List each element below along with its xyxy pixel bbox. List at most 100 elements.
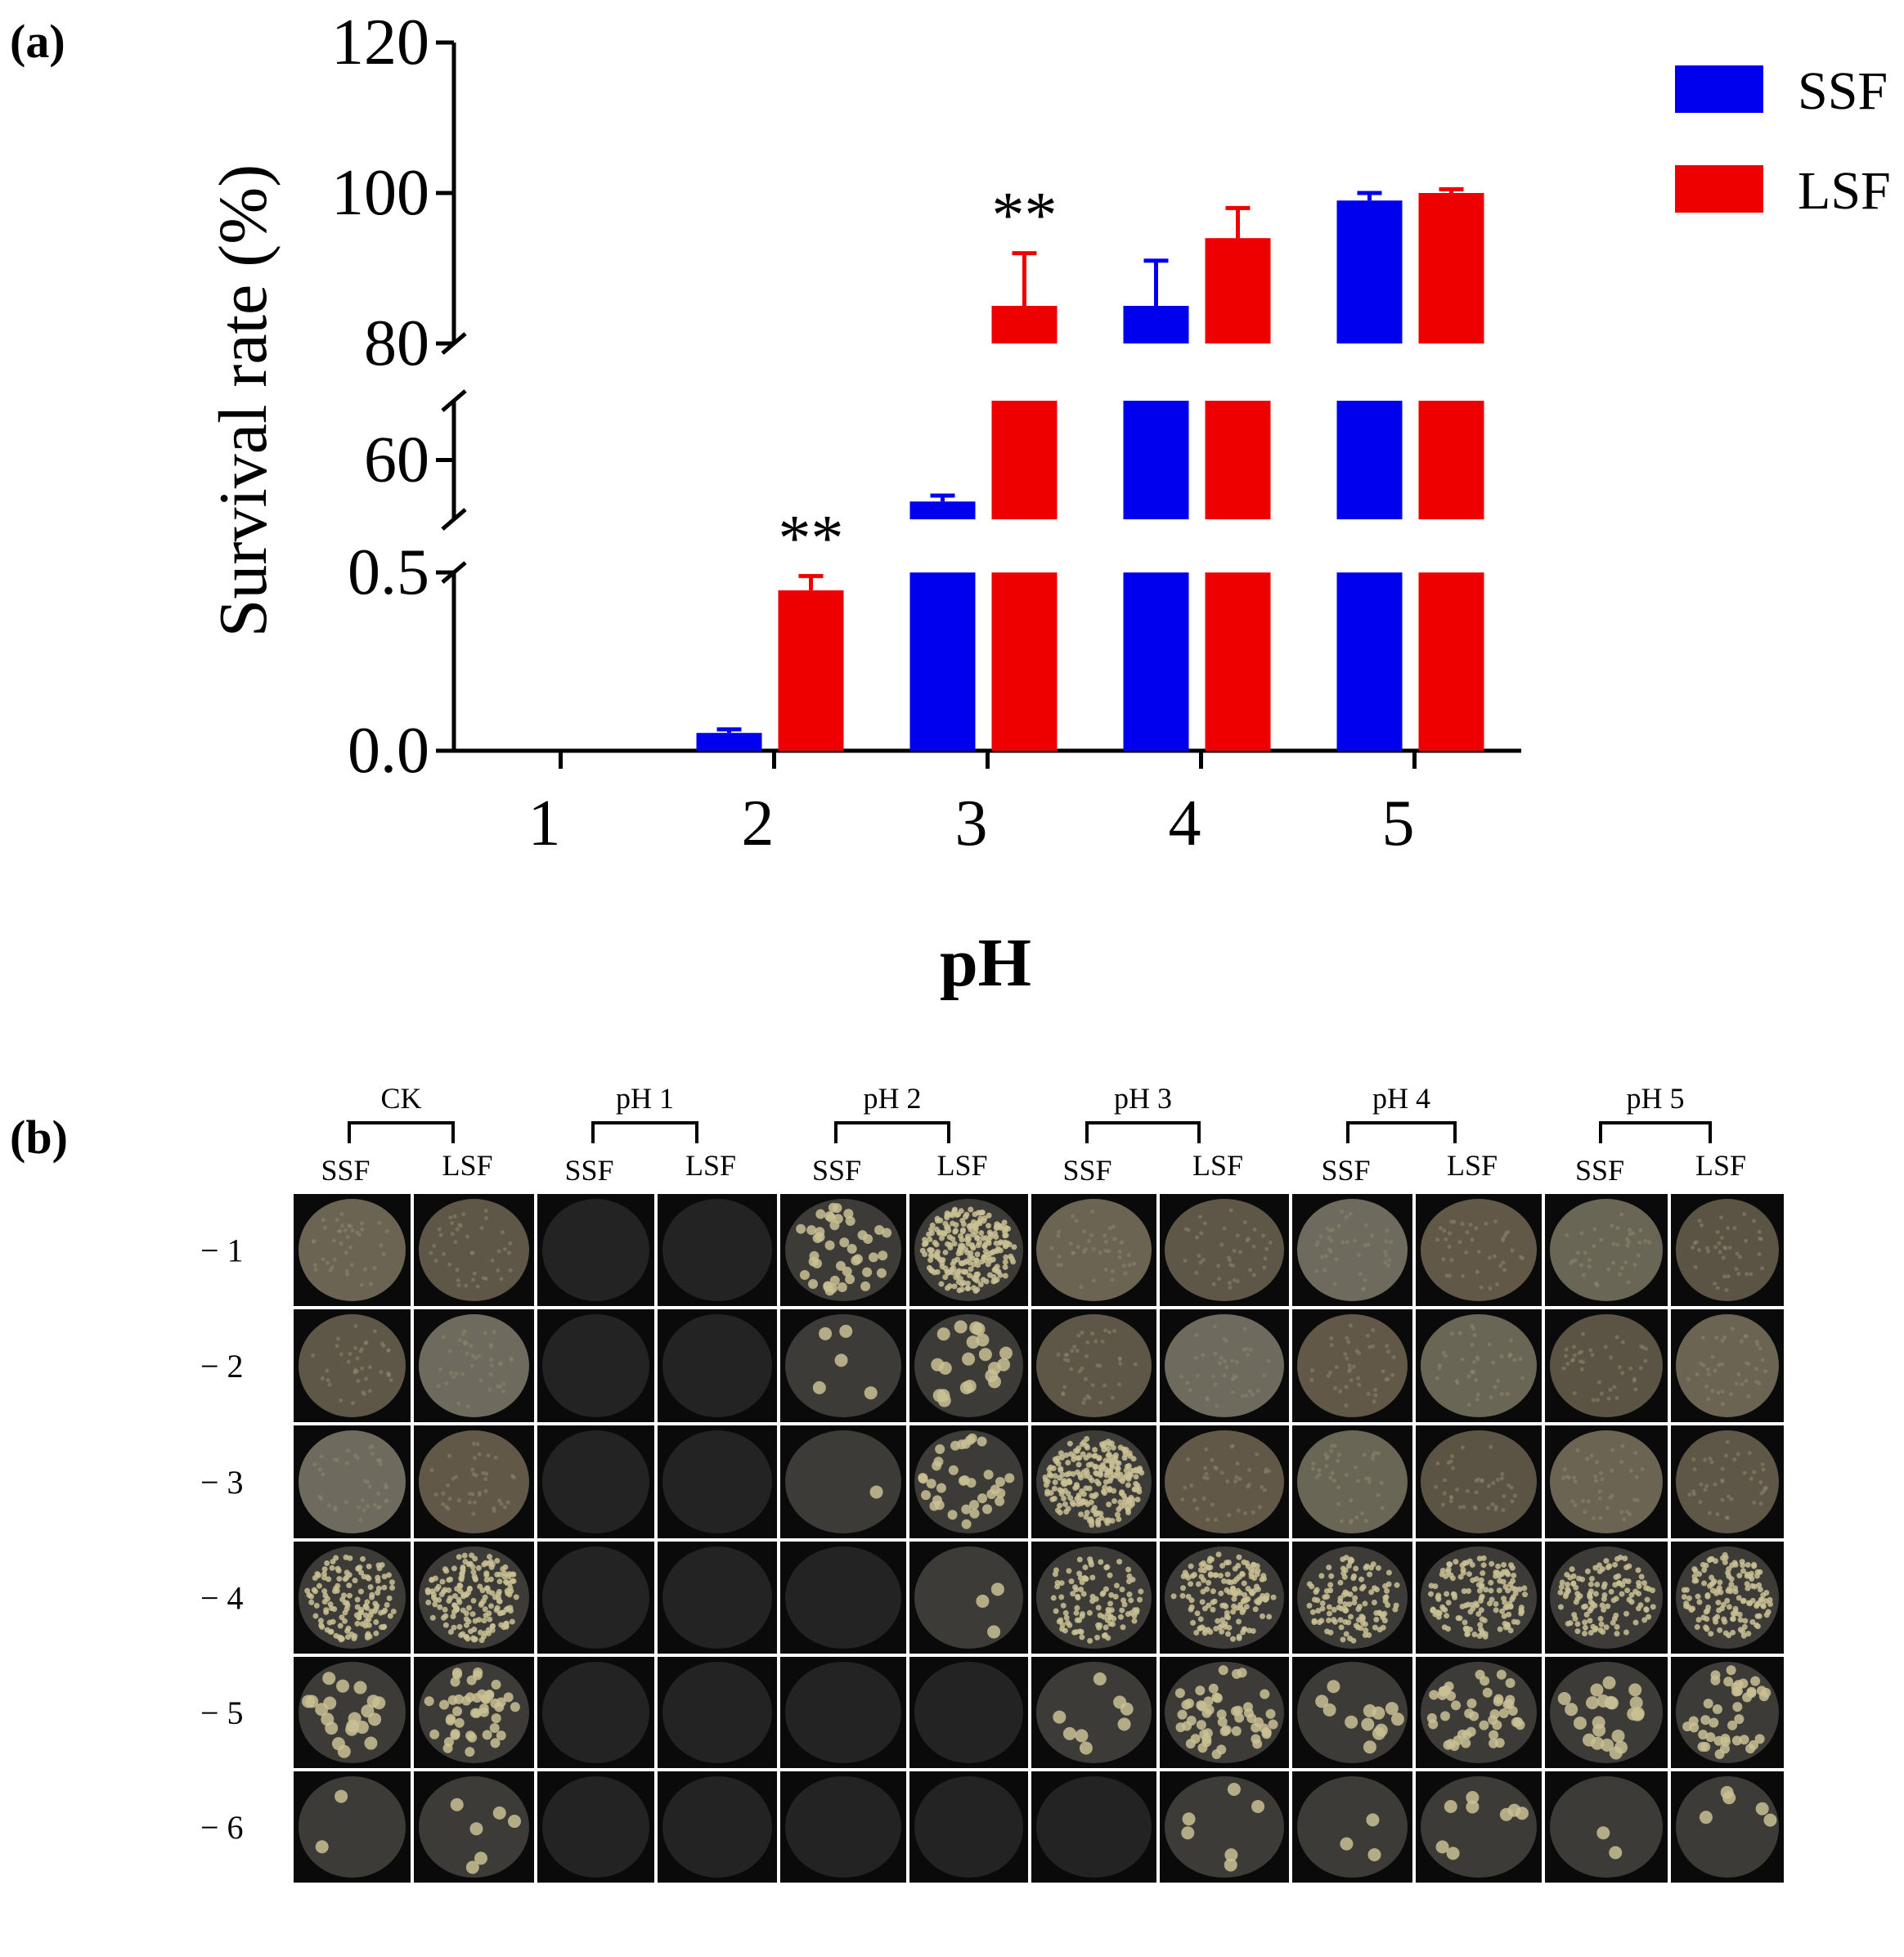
colony: [1337, 1579, 1344, 1586]
colony: [1683, 1587, 1690, 1593]
colony-lawn-texture: [501, 1381, 506, 1386]
colony: [494, 1557, 501, 1564]
colony-lawn-texture: [483, 1488, 488, 1493]
colony-lawn-texture: [353, 1324, 358, 1329]
colony: [1732, 1702, 1743, 1712]
colony: [1219, 1726, 1230, 1737]
colony: [1582, 1630, 1588, 1636]
colony-lawn-texture: [1185, 1380, 1190, 1385]
colony: [494, 1605, 501, 1611]
colony-lawn-texture: [1437, 1362, 1442, 1367]
colony: [308, 1599, 315, 1605]
colony: [1107, 1614, 1114, 1620]
colony-lawn-texture: [1633, 1387, 1638, 1392]
colony: [1058, 1594, 1065, 1600]
colony-lawn-texture: [510, 1358, 514, 1362]
colony: [503, 1620, 510, 1627]
colony-lawn-texture: [1757, 1229, 1762, 1234]
colony: [1087, 1637, 1093, 1644]
colony: [1073, 1629, 1080, 1636]
colony-lawn-texture: [1474, 1478, 1479, 1483]
colony: [496, 1571, 503, 1578]
colony: [965, 1236, 972, 1242]
colony-lawn-texture: [1183, 1227, 1188, 1232]
colony: [1256, 1598, 1263, 1605]
colony: [477, 1629, 483, 1636]
colony-lawn-texture: [1090, 1331, 1095, 1336]
colony: [1362, 1621, 1368, 1627]
colony: [1457, 1573, 1464, 1580]
agar-plate: [1676, 1776, 1779, 1878]
colony-lawn-texture: [1752, 1500, 1757, 1505]
colony-lawn-texture: [1201, 1257, 1206, 1262]
colony: [1439, 1711, 1450, 1721]
agar-plate: [299, 1430, 406, 1533]
colony-lawn-texture: [1345, 1335, 1349, 1340]
colony: [1750, 1676, 1761, 1686]
colony: [944, 1214, 950, 1221]
colony-lawn-texture: [429, 1250, 433, 1255]
colony: [425, 1600, 432, 1606]
colony: [1067, 1451, 1074, 1457]
colony: [469, 1564, 476, 1570]
colony-lawn-texture: [1056, 1233, 1061, 1238]
colony: [1569, 1566, 1575, 1573]
colony-lawn-texture: [1484, 1221, 1489, 1226]
colony: [1326, 1564, 1332, 1571]
colony-lawn-texture: [1228, 1258, 1233, 1263]
colony-lawn-texture: [447, 1453, 451, 1458]
colony: [1315, 1608, 1322, 1614]
colony: [1177, 1709, 1188, 1720]
colony-lawn-texture: [1719, 1215, 1724, 1220]
colony-lawn-texture: [1608, 1387, 1613, 1392]
colony: [482, 1730, 492, 1740]
colony-lawn-texture: [1102, 1233, 1107, 1238]
colony-lawn-texture: [377, 1505, 382, 1510]
colony: [982, 1504, 993, 1515]
ssf-bar: [1123, 306, 1189, 343]
colony: [1644, 1596, 1650, 1603]
colony-lawn-texture: [1234, 1359, 1239, 1364]
colony: [456, 1623, 463, 1630]
colony: [1052, 1473, 1058, 1479]
colony-lawn-texture: [1611, 1260, 1616, 1265]
colony: [1002, 1226, 1008, 1232]
colony: [1592, 1564, 1599, 1571]
colony: [1596, 1826, 1610, 1840]
colony: [1509, 1585, 1516, 1591]
colony-lawn-texture: [1444, 1237, 1448, 1242]
colony: [483, 1585, 490, 1591]
colony: [1703, 1624, 1709, 1631]
colony: [947, 1510, 958, 1520]
colony-lawn-texture: [451, 1476, 456, 1481]
colony-lawn-texture: [474, 1355, 478, 1360]
colony: [954, 1320, 968, 1334]
colony-lawn-texture: [1745, 1334, 1749, 1339]
colony-lawn-texture: [1329, 1335, 1334, 1340]
colony: [381, 1623, 388, 1630]
colony-lawn-texture: [1356, 1253, 1361, 1258]
colony: [1125, 1566, 1132, 1573]
colony: [835, 1260, 846, 1271]
colony: [1112, 1593, 1119, 1600]
colony-lawn-texture: [1593, 1281, 1598, 1286]
colony: [1120, 1597, 1127, 1604]
colony: [429, 1588, 436, 1595]
colony-lawn-texture: [1740, 1382, 1745, 1387]
colony: [977, 1281, 984, 1288]
colony-lawn-texture: [1620, 1371, 1625, 1376]
colony-lawn-texture: [1588, 1348, 1593, 1353]
colony: [987, 1250, 994, 1257]
colony: [979, 1210, 986, 1216]
colony-lawn-texture: [1322, 1268, 1327, 1272]
y-tick-label: 120: [331, 7, 429, 79]
colony: [1050, 1595, 1057, 1601]
colony-lawn-texture: [1587, 1264, 1592, 1269]
colony: [1628, 1591, 1635, 1598]
colony-lawn-texture: [1266, 1358, 1271, 1363]
colony-lawn-texture: [1093, 1339, 1098, 1344]
colony-lawn-texture: [1575, 1250, 1580, 1255]
colony: [336, 1679, 350, 1693]
colony-lawn-texture: [1370, 1233, 1375, 1238]
colony: [1701, 1580, 1708, 1587]
